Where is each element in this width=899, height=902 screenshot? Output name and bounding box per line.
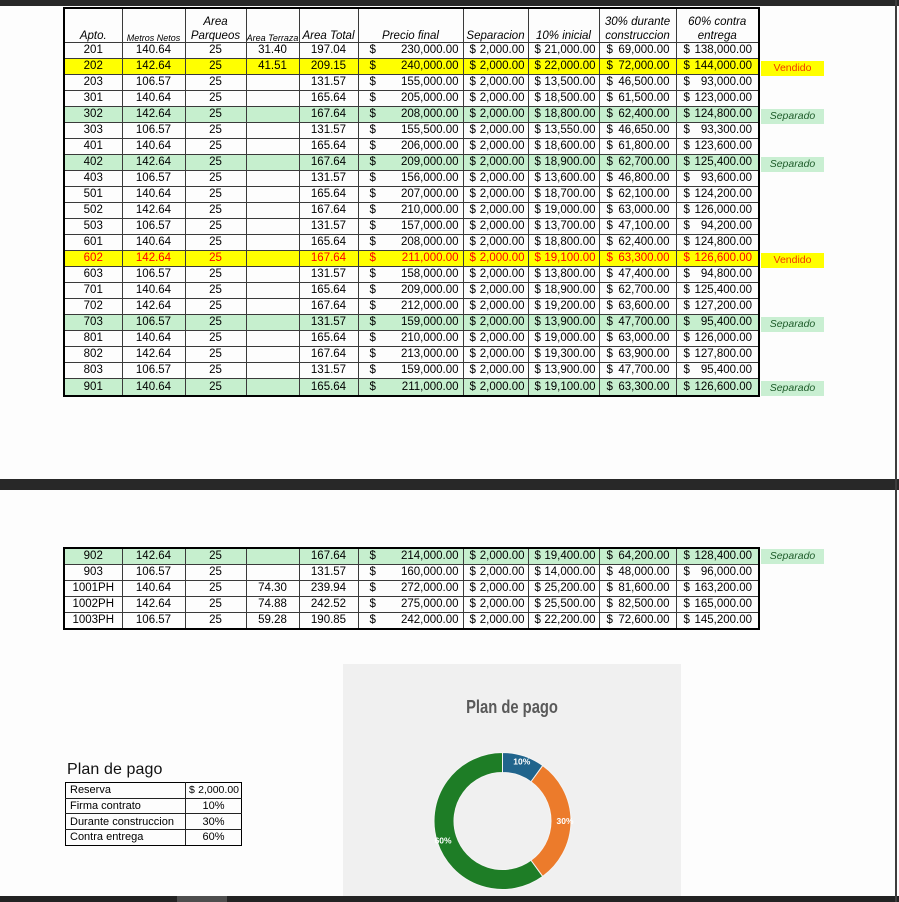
svg-text:60%: 60% <box>435 835 452 845</box>
svg-text:10%: 10% <box>513 757 530 767</box>
svg-text:30%: 30% <box>556 816 573 826</box>
